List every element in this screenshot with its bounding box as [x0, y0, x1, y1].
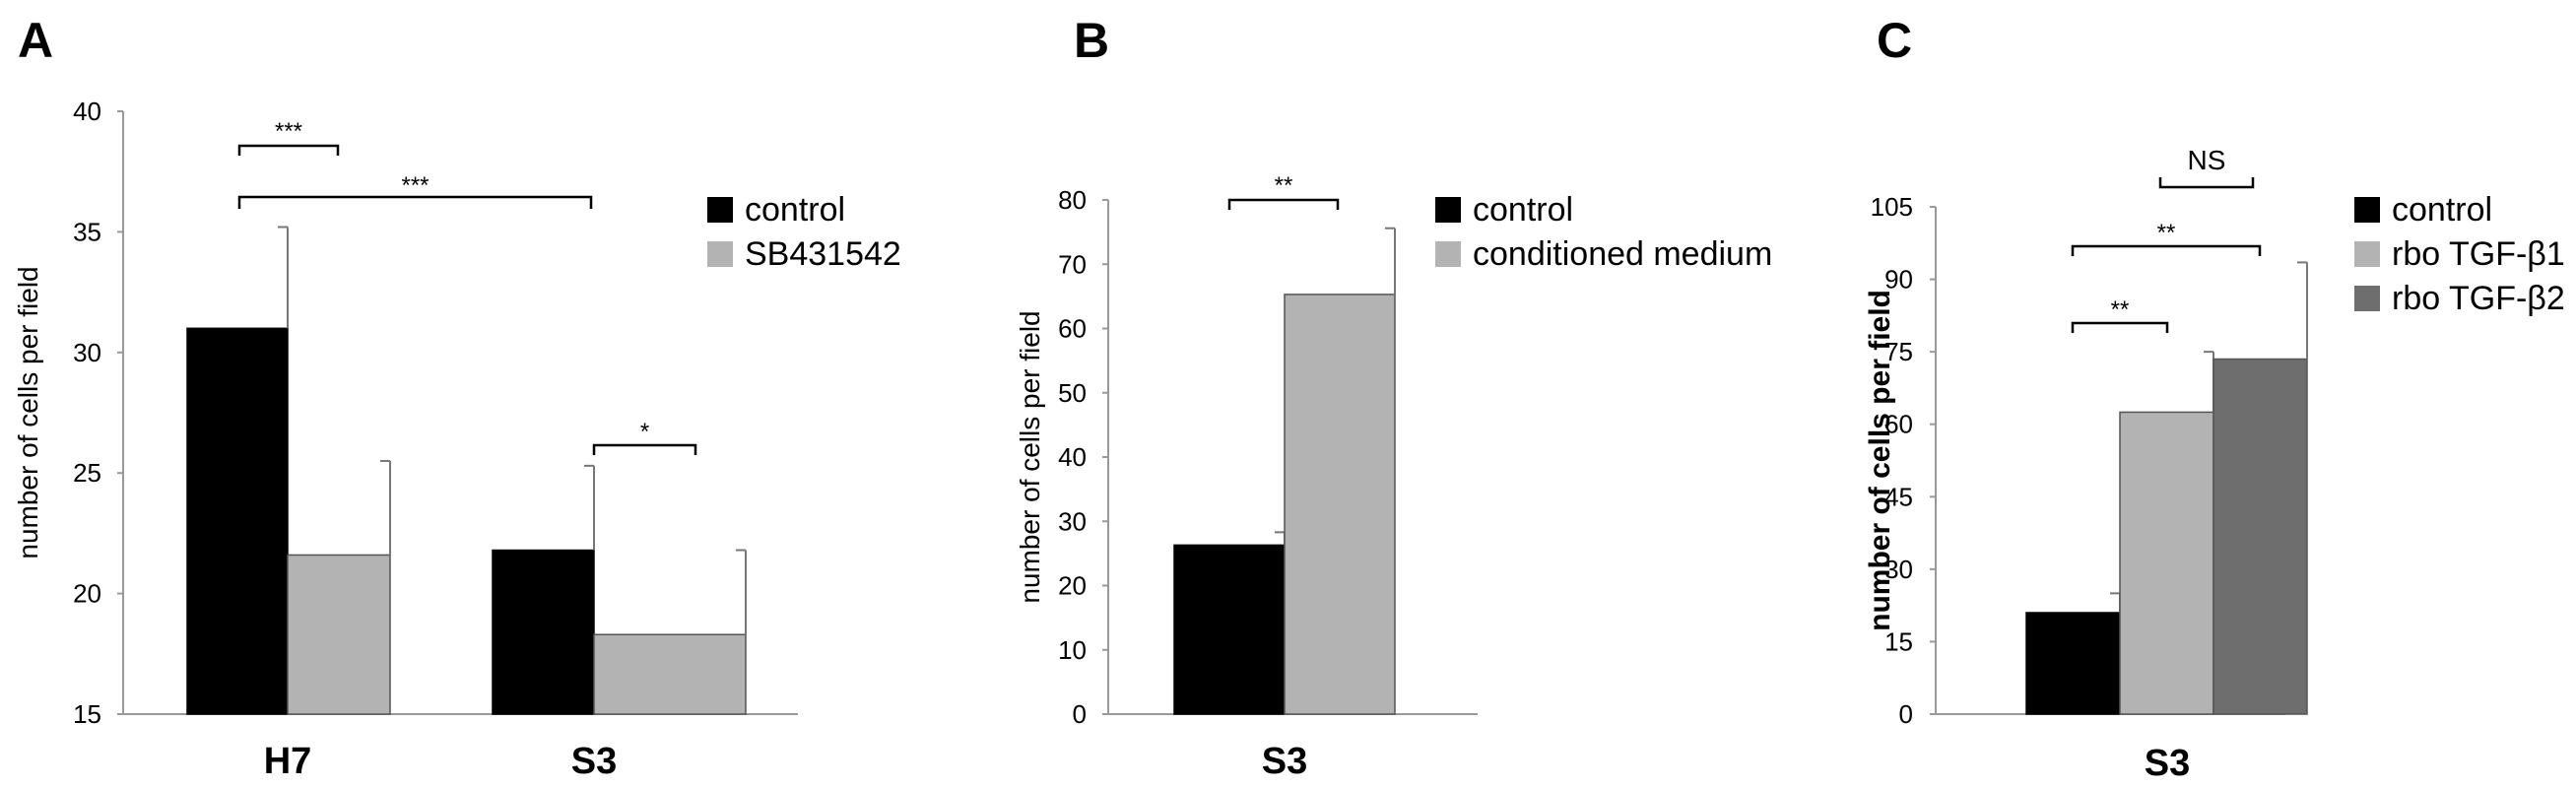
- panel-letter: A: [18, 13, 53, 68]
- significance-label: **: [2157, 220, 2176, 246]
- bar-control-s3: [492, 549, 595, 715]
- legend-label: control: [1473, 191, 1573, 229]
- y-tick-label: 50: [1058, 378, 1087, 408]
- bar-rbo-tgf-1-s3: [2119, 411, 2214, 715]
- y-tick-label: 0: [1899, 699, 1913, 729]
- category-label-s3: S3: [571, 741, 617, 782]
- legend-label: control: [2392, 191, 2492, 229]
- legend-label: conditioned medium: [1473, 235, 1772, 273]
- y-tick-label: 15: [73, 699, 101, 729]
- legend-label: rbo TGF-β2: [2392, 280, 2565, 317]
- legend-swatch: [1435, 197, 1461, 223]
- significance-label: ***: [275, 118, 302, 145]
- bar-rbo-tgf-2-s3: [2213, 358, 2308, 715]
- bar-control-h7: [186, 327, 289, 715]
- legend-label: rbo TGF-β1: [2392, 235, 2565, 273]
- y-axis-label: number of cells per field: [1864, 290, 1896, 631]
- panel-a: A 15 20 25 30 35 40 number of cells per field H7…: [13, 13, 901, 782]
- category-label-s3: S3: [2145, 743, 2190, 784]
- y-tick-label: 70: [1058, 249, 1087, 279]
- legend-swatch: [2354, 241, 2380, 267]
- legend-swatch: [707, 241, 733, 267]
- significance-label: **: [1275, 172, 1293, 199]
- y-tick-label: 20: [73, 579, 101, 609]
- significance-bracket: [237, 144, 340, 156]
- y-tick-label: 45: [1884, 482, 1913, 511]
- y-tick-label: 40: [1058, 442, 1087, 472]
- significance-bracket: [2071, 321, 2169, 333]
- significance-bracket: [2071, 244, 2262, 256]
- bar-sb431542-h7: [287, 554, 391, 715]
- y-axis-label: number of cells per field: [1015, 310, 1045, 603]
- category-label-s3: S3: [1262, 741, 1307, 782]
- significance-label: *: [640, 419, 649, 445]
- y-tick-label: 40: [73, 97, 101, 126]
- significance-label: ***: [401, 172, 429, 199]
- legend-swatch: [2354, 286, 2380, 311]
- legend-swatch: [1435, 241, 1461, 267]
- y-tick-label: 105: [1871, 192, 1913, 222]
- y-tick-label: 15: [1884, 626, 1913, 656]
- category-label-h7: H7: [264, 741, 312, 782]
- y-tick-label: 25: [73, 458, 101, 488]
- significance-bracket: [2158, 177, 2255, 189]
- y-tick-label: 75: [1884, 337, 1913, 366]
- significance-bracket: [1227, 198, 1340, 210]
- y-tick-label: 30: [73, 338, 101, 367]
- y-tick-label: 90: [1884, 265, 1913, 295]
- bar-sb431542-s3: [593, 633, 747, 715]
- panel-b: B 0 10 20 30 40 50 60 70 80 number of cells per fi…: [1015, 13, 1772, 782]
- legend-swatch: [707, 197, 733, 223]
- legend-label: control: [745, 191, 845, 229]
- bar-conditioned-medium-s3: [1284, 294, 1396, 715]
- legend-label: SB431542: [745, 235, 901, 273]
- legend-swatch: [2354, 197, 2380, 223]
- y-axis-label: number of cells per field: [13, 266, 43, 558]
- y-tick-label: 30: [1058, 506, 1087, 536]
- y-tick-label: 60: [1058, 314, 1087, 344]
- significance-bracket: [592, 443, 697, 455]
- y-tick-label: 35: [73, 217, 101, 246]
- bar-control-s3: [1173, 544, 1286, 715]
- y-tick-label: 20: [1058, 571, 1087, 601]
- significance-label: **: [2111, 296, 2130, 323]
- panel-letter: B: [1074, 13, 1109, 68]
- panel-letter: C: [1877, 13, 1912, 68]
- y-tick-label: 0: [1073, 699, 1087, 729]
- y-tick-label: 30: [1884, 555, 1913, 584]
- bar-control-s3: [2025, 612, 2121, 715]
- significance-label: NS: [2188, 145, 2226, 175]
- y-tick-label: 10: [1058, 635, 1087, 665]
- y-tick-label: 60: [1884, 410, 1913, 439]
- panel-c: C 0 15 30 45 60 75 90 105 number of cells per fie…: [1864, 13, 2565, 784]
- significance-bracket: [237, 195, 593, 209]
- y-tick-label: 80: [1058, 185, 1087, 215]
